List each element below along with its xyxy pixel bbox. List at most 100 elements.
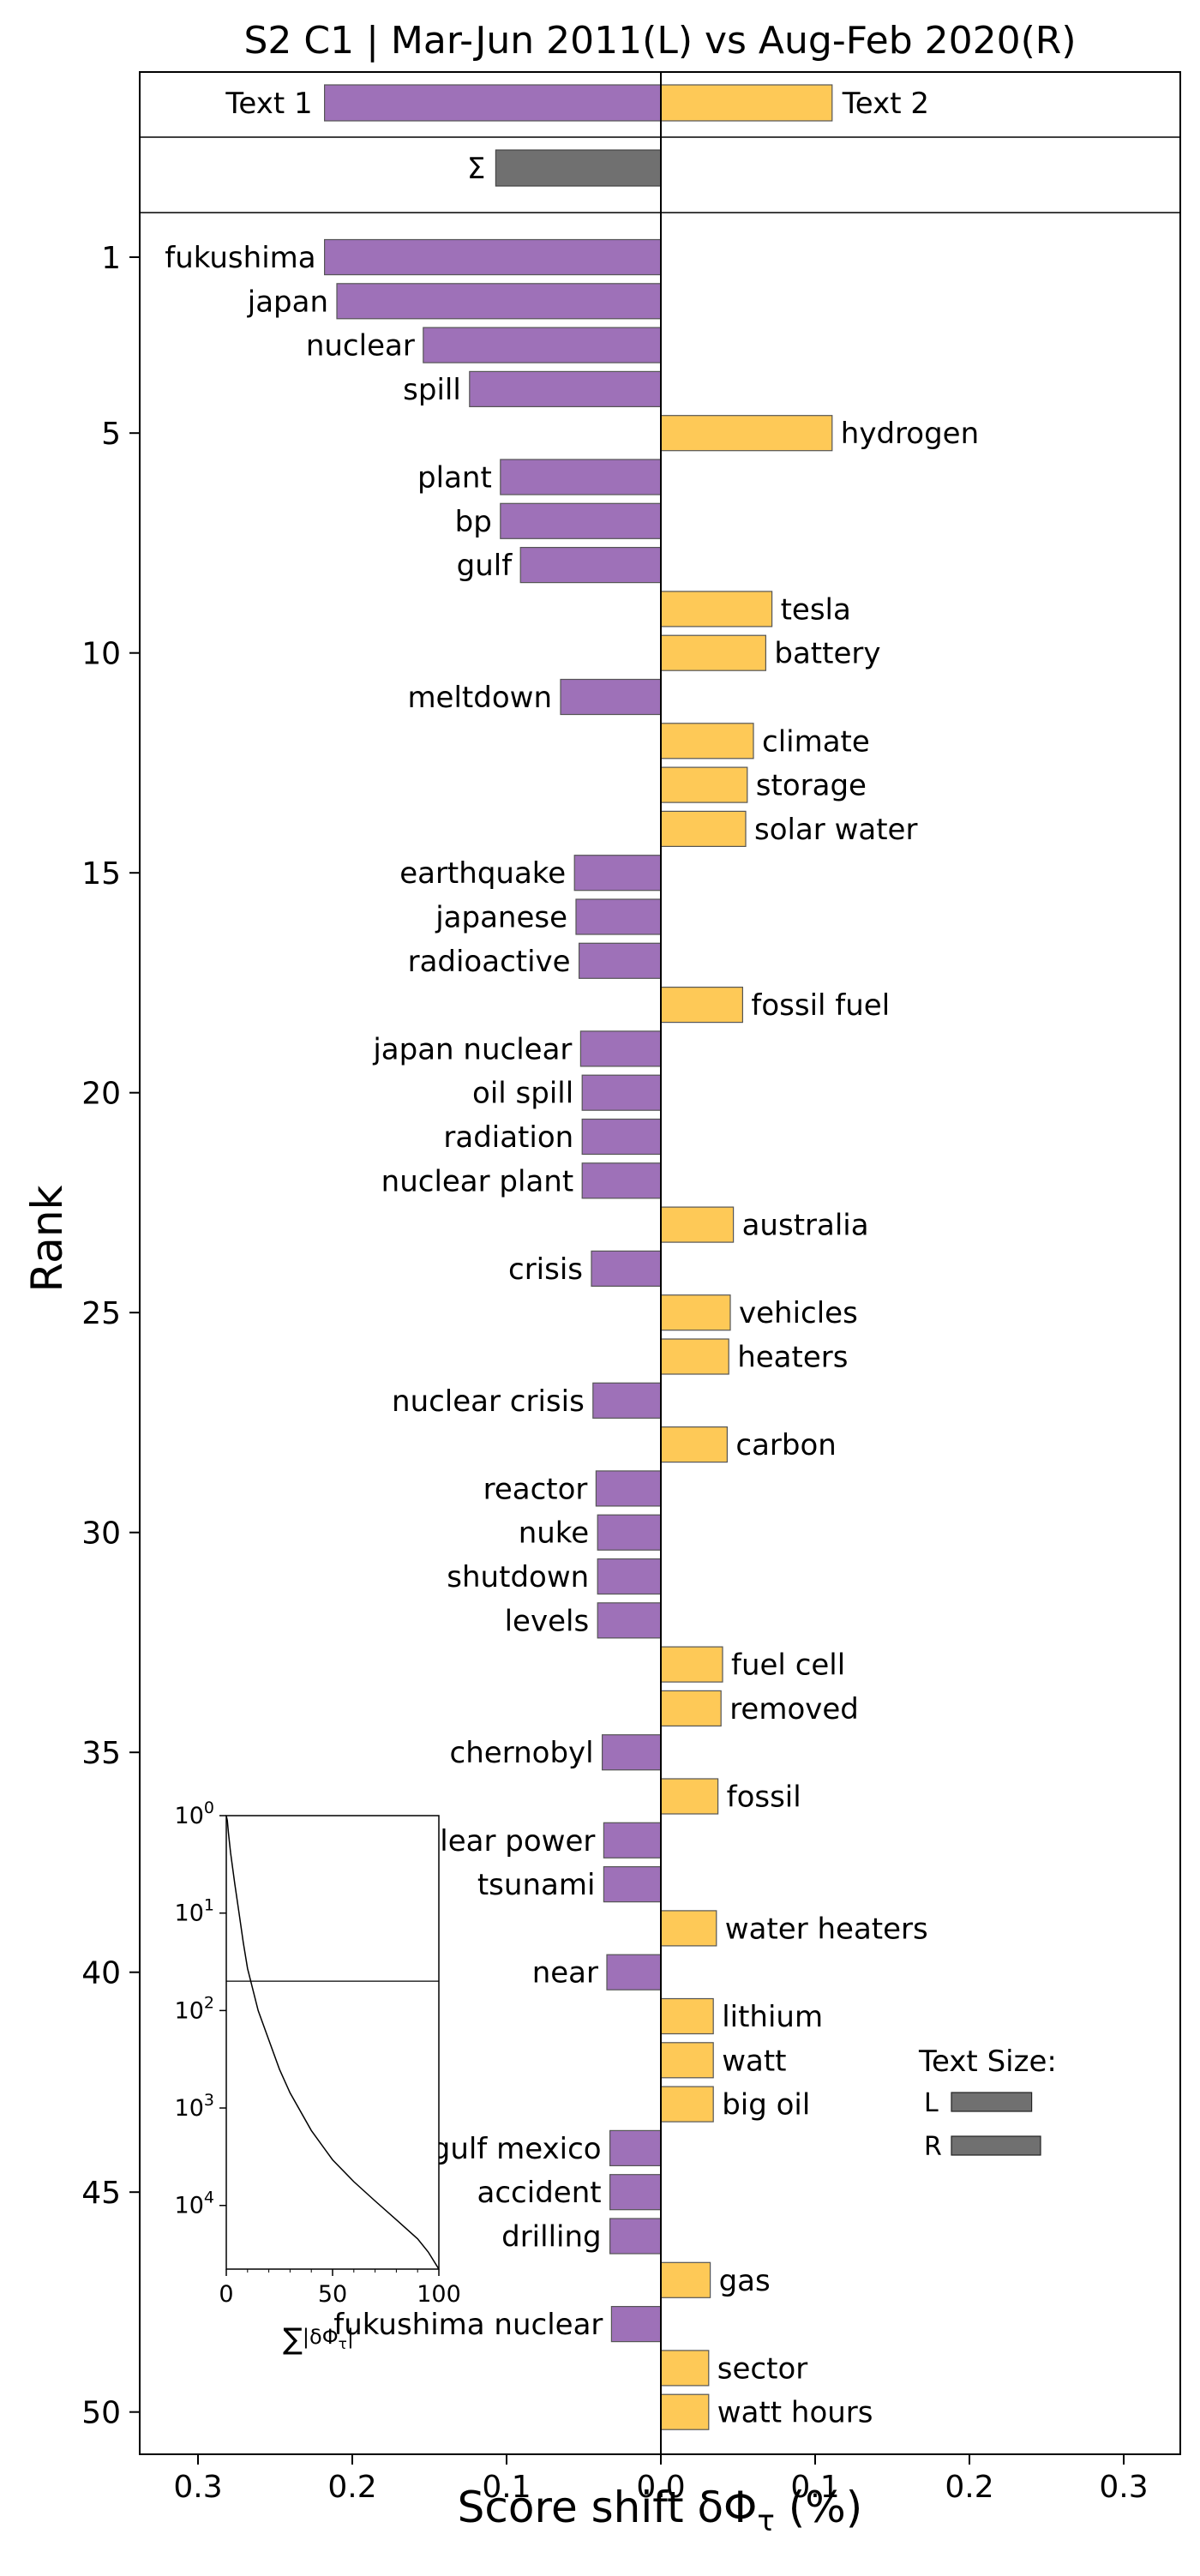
word-label-rank-39: water heaters xyxy=(725,1912,928,1946)
bar-rank-10 xyxy=(660,634,767,671)
word-label-rank-8: gulf xyxy=(457,549,513,583)
bar-rank-46 xyxy=(609,2218,662,2255)
word-label-rank-29: reactor xyxy=(483,1472,588,1506)
sigma-bar xyxy=(495,149,662,187)
word-label-rank-45: accident xyxy=(477,2176,602,2210)
bar-rank-7 xyxy=(500,502,662,539)
word-label-rank-50: watt hours xyxy=(717,2396,873,2430)
inset-y-tick-base-4: 10 xyxy=(175,2193,204,2219)
bar-rank-29 xyxy=(595,1470,662,1507)
inset-y-tick-base-0: 10 xyxy=(175,1803,204,1829)
bar-rank-20 xyxy=(581,1074,662,1111)
bars-layer: fukushima japan nuclear spill hydrogen plant b… xyxy=(165,84,979,2430)
word-label-rank-36: fossil xyxy=(727,1780,801,1815)
bar-rank-19 xyxy=(579,1030,662,1067)
word-label-rank-46: drilling xyxy=(501,2220,601,2255)
total-label-text-1: Text 1 xyxy=(225,87,312,121)
inset-x-tick-label-2: 100 xyxy=(417,2281,461,2308)
y-tick-label-50: 50 xyxy=(81,2396,121,2431)
bar-rank-25 xyxy=(660,1294,731,1331)
x-axis-label: Score shift δΦτ (%) xyxy=(458,2483,863,2538)
bar-rank-36 xyxy=(660,1778,719,1815)
bar-rank-24 xyxy=(591,1250,662,1288)
x-axis-label-main: Score shift δΦ xyxy=(458,2483,758,2532)
legend-bar-l xyxy=(951,2092,1033,2112)
total-bar-text-2 xyxy=(660,84,833,122)
inset-y-tick-exp-2: 2 xyxy=(204,1993,214,2012)
inset-x-label-sum: ∑ xyxy=(283,2322,303,2357)
y-tick-label-30: 30 xyxy=(81,1516,121,1552)
bar-rank-6 xyxy=(500,459,662,495)
bar-rank-27 xyxy=(592,1382,662,1419)
bar-rank-11 xyxy=(560,678,662,716)
word-label-rank-18: fossil fuel xyxy=(751,988,890,1023)
inset-x-label-suffix: | xyxy=(347,2325,354,2349)
word-label-rank-12: climate xyxy=(762,724,870,759)
x-tick-label-4: 0.1 xyxy=(790,2470,839,2505)
bar-rank-15 xyxy=(573,855,662,892)
bar-rank-44 xyxy=(609,2129,662,2166)
word-label-rank-33: fuel cell xyxy=(731,1648,845,1683)
axes-layer: 0.3 0.2 0.1 0.0 0.1 0.2 0.31510152025303540455… xyxy=(81,71,1181,2505)
word-label-rank-49: sector xyxy=(717,2351,807,2386)
x-axis-label-subscript: τ xyxy=(757,2504,774,2538)
word-label-rank-2: japan xyxy=(247,285,328,319)
bar-rank-18 xyxy=(660,986,744,1024)
x-tick-label-5: 0.2 xyxy=(945,2470,993,2505)
word-label-rank-23: australia xyxy=(742,1209,869,1243)
word-label-rank-15: earthquake xyxy=(399,856,566,891)
bar-rank-9 xyxy=(660,591,773,627)
bar-rank-4 xyxy=(469,370,662,407)
bar-rank-23 xyxy=(660,1206,735,1243)
y-tick-label-40: 40 xyxy=(81,1956,121,1991)
inset-y-tick-exp-3: 3 xyxy=(204,2091,214,2110)
bar-rank-49 xyxy=(660,2350,710,2387)
word-label-rank-17: radioactive xyxy=(408,945,571,979)
word-label-rank-24: crisis xyxy=(508,1252,583,1287)
word-label-rank-42: watt xyxy=(722,2044,786,2078)
bar-rank-5 xyxy=(660,415,833,452)
word-label-rank-48: fukushima nuclear xyxy=(333,2308,603,2342)
bar-rank-30 xyxy=(597,1514,662,1551)
chart-title: S2 C1 | Mar-Jun 2011(L) vs Aug-Feb 2020(… xyxy=(243,19,1076,63)
x-axis-label-unit: (%) xyxy=(775,2483,862,2532)
bar-rank-41 xyxy=(660,1997,714,2035)
inset-y-tick-label-3: 103 xyxy=(175,2091,214,2122)
inset-x-tick-label-1: 50 xyxy=(318,2281,347,2308)
inset-x-tick-label-0: 0 xyxy=(219,2281,233,2308)
legend-label-r: R xyxy=(924,2132,942,2162)
bar-rank-37 xyxy=(603,1822,662,1858)
y-tick-label-10: 10 xyxy=(81,637,121,672)
bar-rank-16 xyxy=(575,898,662,935)
bar-rank-43 xyxy=(660,2086,714,2123)
bar-rank-17 xyxy=(578,942,662,979)
legend-title: Text Size: xyxy=(918,2045,1057,2079)
inset-x-label: ∑|δΦτ| xyxy=(283,2322,354,2357)
word-label-rank-28: carbon xyxy=(735,1428,836,1462)
bar-rank-47 xyxy=(660,2261,711,2298)
bar-rank-8 xyxy=(519,546,662,584)
x-tick-label-0: 0.3 xyxy=(173,2470,222,2505)
bar-rank-3 xyxy=(423,327,662,363)
bar-rank-33 xyxy=(660,1646,723,1683)
bar-rank-40 xyxy=(606,1954,662,1991)
y-tick-label-20: 20 xyxy=(81,1077,121,1112)
inset-y-tick-base-1: 10 xyxy=(175,1900,204,1927)
total-label-text-2: Text 2 xyxy=(842,87,929,121)
bar-rank-34 xyxy=(660,1690,722,1727)
word-label-rank-13: storage xyxy=(756,769,867,803)
bar-rank-14 xyxy=(660,810,747,848)
inset-y-tick-label-0: 100 xyxy=(175,1798,214,1829)
word-label-rank-32: levels xyxy=(505,1604,590,1638)
x-tick-label-1: 0.2 xyxy=(327,2470,376,2505)
y-tick-label-15: 15 xyxy=(81,856,121,892)
word-label-rank-35: chernobyl xyxy=(450,1736,594,1770)
bar-rank-50 xyxy=(660,2393,710,2430)
legend-bar-r xyxy=(951,2135,1041,2156)
legend-label-l: L xyxy=(924,2088,939,2118)
word-label-rank-6: plant xyxy=(417,461,492,495)
bar-rank-45 xyxy=(609,2174,662,2211)
word-label-rank-44: gulf mexico xyxy=(432,2132,602,2166)
word-label-rank-25: vehicles xyxy=(739,1296,858,1330)
